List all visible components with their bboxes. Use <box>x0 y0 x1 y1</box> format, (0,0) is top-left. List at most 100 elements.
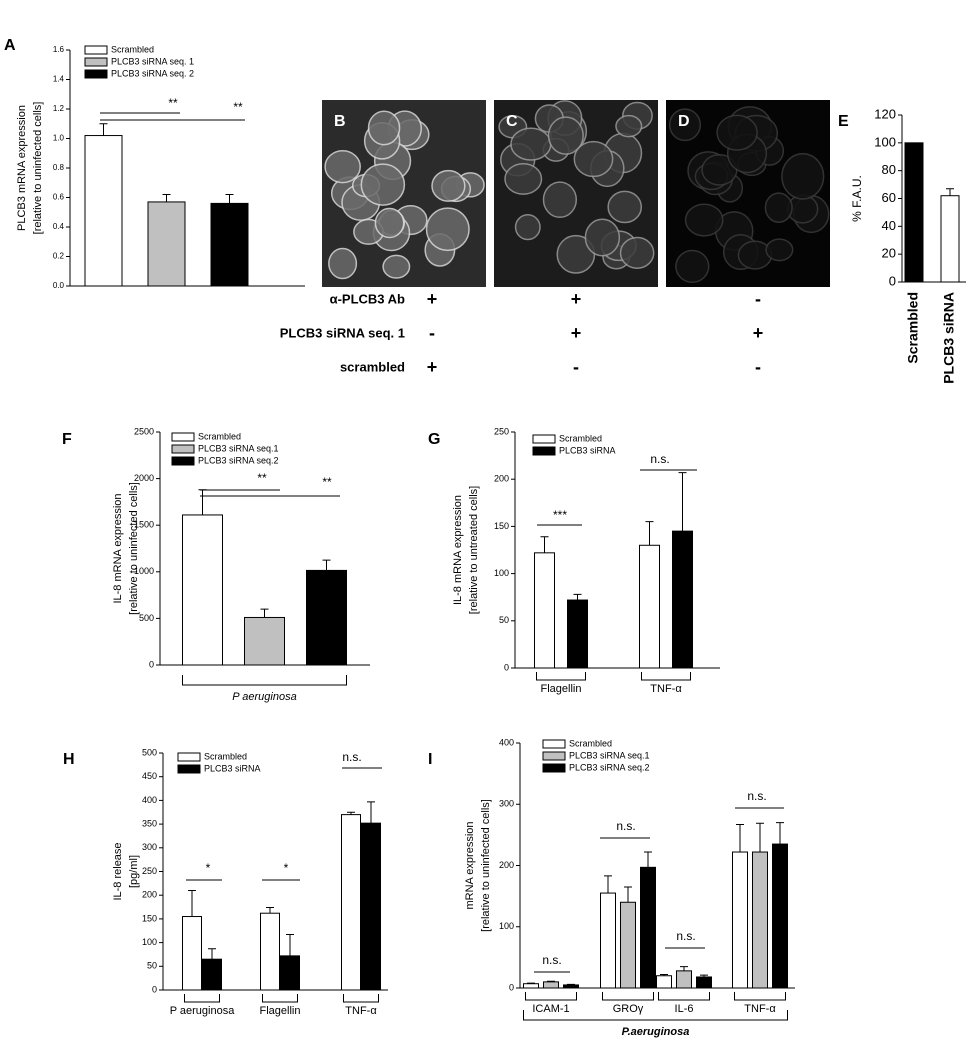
bar <box>306 569 347 666</box>
y-tick-label: 20 <box>882 246 896 261</box>
y-tick-label: 0 <box>889 273 896 288</box>
legend-swatch <box>532 434 556 444</box>
condition-mark: - <box>755 289 761 309</box>
y-axis-label: [relative to uninfected cells] <box>128 482 140 615</box>
y-axis-label: % F.A.U. <box>850 175 864 222</box>
y-tick-label: 0 <box>152 984 157 994</box>
x-tick-label: Flagellin <box>541 683 582 695</box>
panel-label: G <box>428 431 440 448</box>
bar <box>563 984 579 989</box>
panel-label: H <box>63 751 75 768</box>
y-tick-label: 120 <box>874 106 896 121</box>
bar <box>772 843 788 989</box>
error-bar <box>680 966 688 971</box>
error-bar <box>260 608 269 618</box>
panel-label: A <box>4 37 16 54</box>
legend-swatch <box>177 764 201 774</box>
bar <box>676 970 692 989</box>
bar <box>260 912 280 991</box>
significance-label: ** <box>168 96 178 110</box>
significance-label: n.s. <box>676 929 695 943</box>
error-bar <box>776 822 784 845</box>
legend-swatch <box>542 751 566 761</box>
significance-label: ** <box>322 475 332 489</box>
legend-swatch <box>542 739 566 749</box>
bar <box>534 552 555 669</box>
y-tick-label: 100 <box>874 134 896 149</box>
y-tick-label: 50 <box>499 615 509 625</box>
legend-swatch <box>532 446 556 456</box>
y-tick-label: 2000 <box>134 473 154 483</box>
condition-label: PLCB3 siRNA seq. 1 <box>280 325 405 340</box>
cell <box>367 110 401 146</box>
y-tick-label: 80 <box>882 162 896 177</box>
significance-label: n.s. <box>542 953 561 967</box>
y-tick-label: 100 <box>499 921 514 931</box>
y-axis-label: IL-8 mRNA expression <box>112 493 124 603</box>
y-tick-label: 0.6 <box>53 193 65 202</box>
error-bar <box>645 521 654 546</box>
condition-mark: - <box>429 323 435 343</box>
bar <box>280 955 300 991</box>
error-bar <box>700 974 708 977</box>
y-tick-label: 0 <box>504 662 509 672</box>
y-tick-label: 50 <box>147 961 157 971</box>
group-bracket <box>182 675 347 686</box>
x-tick-label: ICAM-1 <box>532 1003 569 1015</box>
legend-label: PLCB3 siRNA seq.2 <box>198 455 279 465</box>
legend-swatch <box>171 456 195 466</box>
error-bar <box>162 194 171 202</box>
condition-mark: - <box>573 357 579 377</box>
x-tick-label: Flagellin <box>260 1005 301 1017</box>
y-tick-label: 200 <box>494 474 509 484</box>
y-tick-label: 500 <box>142 747 157 757</box>
bar <box>84 135 123 287</box>
y-tick-label: 60 <box>882 190 896 205</box>
legend-label: Scrambled <box>569 738 612 748</box>
cell <box>510 127 552 161</box>
bar <box>182 916 202 991</box>
bar <box>640 866 656 989</box>
error-bar <box>678 472 687 532</box>
panel-label: E <box>838 113 849 130</box>
condition-label: α-PLCB3 Ab <box>330 291 405 306</box>
legend-label: PLCB3 siRNA <box>559 445 616 455</box>
legend-label: PLCB3 siRNA seq.2 <box>569 762 650 772</box>
legend-swatch <box>84 69 108 79</box>
y-tick-label: 1500 <box>134 520 154 530</box>
y-tick-label: 1.6 <box>53 45 65 54</box>
y-axis-label: IL-8 mRNA expression <box>452 495 464 605</box>
y-axis-label: [pg/ml] <box>128 855 140 888</box>
cell <box>547 116 584 155</box>
bar <box>620 901 636 989</box>
legend-label: PLCB3 siRNA seq. 1 <box>111 56 194 66</box>
significance-label: * <box>284 861 289 875</box>
x-tick-label: Scrambled <box>905 292 921 364</box>
y-axis-label: PLCB3 mRNA expression <box>16 105 28 231</box>
x-tick-label: IL-6 <box>675 1003 694 1015</box>
bar <box>672 530 693 669</box>
y-axis-label: mRNA expression <box>464 821 476 909</box>
category-bracket <box>641 672 691 681</box>
error-bar <box>547 980 555 982</box>
category-bracket <box>658 992 710 1001</box>
legend-label: Scrambled <box>559 433 602 443</box>
legend-label: PLCB3 siRNA seq.1 <box>198 443 279 453</box>
significance-label: n.s. <box>650 452 669 466</box>
condition-mark: + <box>427 357 438 377</box>
y-tick-label: 0.0 <box>53 281 65 290</box>
bar <box>202 958 222 991</box>
y-tick-label: 0.2 <box>53 252 65 261</box>
bar <box>904 142 924 283</box>
error-bar <box>225 194 234 204</box>
y-tick-label: 350 <box>142 818 157 828</box>
panel-label: I <box>428 751 432 768</box>
y-tick-label: 150 <box>142 913 157 923</box>
x-tick-label: P aeruginosa <box>170 1005 236 1017</box>
bar <box>543 981 559 989</box>
x-tick-label: TNF-α <box>650 683 682 695</box>
y-tick-label: 300 <box>499 799 514 809</box>
error-bar <box>266 907 274 914</box>
y-axis-label: [relative to uninfected cells] <box>32 102 44 235</box>
